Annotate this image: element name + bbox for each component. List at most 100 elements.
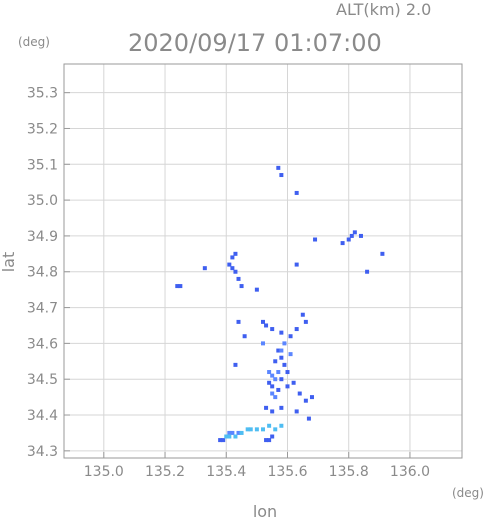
radar-echo-point [254,427,259,432]
radar-echo-point [273,395,278,400]
y-tick-label: 35.3 [27,86,58,102]
radar-echo-point [273,359,278,364]
radar-echo-point [270,391,275,396]
radar-echo-point [221,438,226,443]
radar-echo-point [358,233,363,238]
radar-echo-point [233,269,238,274]
radar-echo-point [365,269,370,274]
x-tick-label: 135.6 [267,464,307,480]
radar-echo-point [276,348,281,353]
radar-echo-point [349,233,354,238]
radar-echo-point [279,355,284,360]
radar-echo-point [291,380,296,385]
y-tick-label: 35.0 [27,193,58,209]
radar-echo-point [279,173,284,178]
radar-echo-point [279,330,284,335]
radar-echo-point [261,341,265,346]
radar-echo-point [285,370,290,375]
plot-frame [63,63,463,459]
radar-echo-point [245,427,250,432]
y-tick-label: 35.2 [27,121,58,137]
radar-echo-point [276,387,281,392]
x-tick-label: 135.4 [206,464,246,480]
tick-layer [64,92,411,458]
radar-echo-point [279,377,284,382]
radar-echo-point [352,230,357,235]
radar-echo-layer [175,165,385,443]
x-tick-label: 135.0 [84,464,124,480]
x-tick-label: 135.2 [145,464,185,480]
radar-echo-point [276,370,281,375]
radar-echo-point [313,237,318,242]
y-tick-label: 34.8 [27,265,58,281]
y-unit-label: (deg) [18,35,50,49]
radar-echo-point [178,284,183,289]
y-tick-label: 34.4 [27,408,58,424]
radar-echo-point [282,362,287,367]
radar-echo-point [264,438,269,443]
radar-echo-point [303,319,308,324]
radar-echo-point [239,430,244,435]
radar-echo-point [294,190,299,195]
y-axis-title: lat [0,252,18,273]
radar-echo-point [279,348,284,353]
radar-echo-point [230,266,235,271]
radar-echo-point [267,438,272,443]
radar-echo-point [227,434,232,439]
radar-echo-point [233,251,238,256]
radar-echo-point [264,323,269,328]
radar-echo-point [340,241,345,246]
radar-echo-point [261,427,265,432]
radar-echo-point [270,373,275,378]
tick-label-layer: 135.0 135.2 135.4 135.6 135.8 136.0 34.3 34.4 34… [27,86,430,480]
y-tick-label: 34.6 [27,336,58,352]
radar-echo-point [264,405,269,410]
radar-echo-point [276,165,281,170]
y-tick-label: 34.9 [27,229,58,245]
radar-echo-point [202,266,207,271]
radar-echo-point [273,377,278,382]
radar-echo-point [236,319,241,324]
radar-echo-point [270,327,275,332]
radar-echo-point [218,438,223,443]
x-unit-label: (deg) [452,486,484,500]
radar-echo-point [285,384,290,389]
radar-echo-point [279,405,284,410]
grid-layer [64,64,462,458]
radar-echo-point [380,251,385,256]
x-tick-label: 135.8 [329,464,369,480]
radar-echo-point [227,262,232,267]
radar-echo-point [279,423,284,428]
radar-echo-point [288,352,293,357]
radar-echo-point [230,430,235,435]
radar-echo-point [294,262,299,267]
y-tick-label: 34.5 [27,372,58,388]
x-tick-label: 136.0 [390,464,430,480]
radar-echo-point [267,370,272,375]
radar-echo-point [233,434,238,439]
radar-echo-point [282,341,287,346]
radar-echo-point [294,327,299,332]
radar-echo-point [254,287,259,292]
x-axis-title: lon [253,502,277,521]
altitude-label: ALT(km) 2.0 [336,0,431,19]
y-tick-label: 35.1 [27,157,58,173]
radar-echo-point [297,391,302,396]
radar-echo-point [267,423,272,428]
radar-echo-point [236,276,241,281]
radar-echo-point [227,430,232,435]
y-tick-label: 34.7 [27,301,58,317]
radar-echo-point [303,398,308,403]
radar-echo-point [242,334,247,339]
radar-echo-point [261,319,265,324]
radar-echo-point [175,284,180,289]
radar-echo-point [346,237,351,242]
radar-echo-point [270,409,275,414]
radar-echo-point [288,334,293,339]
radar-echo-point [306,416,311,421]
radar-echo-point [270,384,275,389]
radar-echo-point [239,284,244,289]
y-tick-label: 34.3 [27,444,58,460]
radar-echo-point [270,434,275,439]
